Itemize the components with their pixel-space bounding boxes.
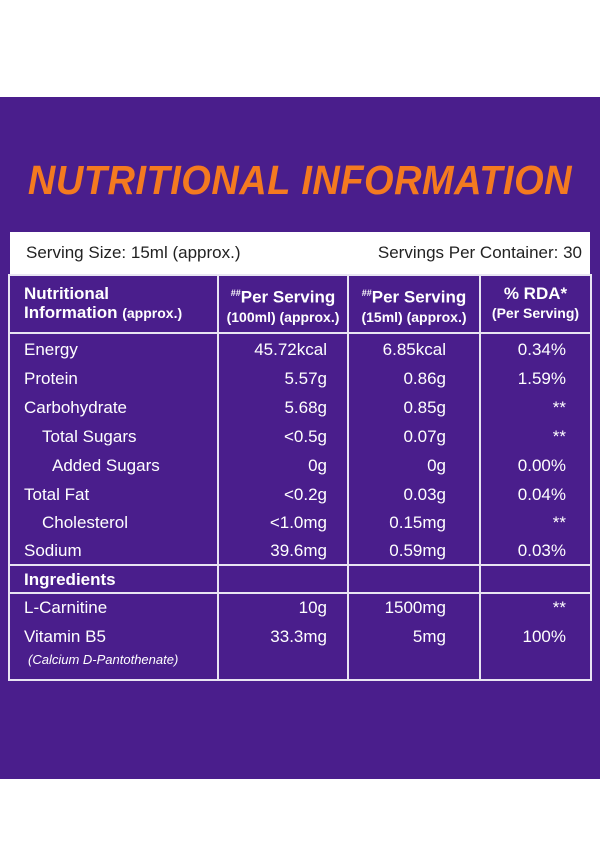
ingredient-rda: ** (552, 598, 566, 617)
header-nutritional-information: Nutritional Information (approx.) (24, 284, 182, 323)
row-rda: 0.04% (517, 485, 566, 504)
row-rda: ** (552, 398, 566, 417)
row-per100: 5.68g (284, 398, 327, 417)
row-rda: 0.00% (517, 456, 566, 475)
header-text: Per Serving (240, 287, 336, 307)
header-line: Nutritional (24, 284, 109, 303)
ingredient-note: (Calcium D-Pantothenate) (28, 652, 179, 667)
row-per15: 0.07g (403, 427, 446, 446)
header-small: (approx.) (122, 305, 183, 321)
row-per100: 0g (308, 456, 327, 475)
row-per100: 39.6mg (270, 541, 327, 560)
ingredient-rda: 100% (522, 627, 566, 646)
header-line: ##Per Serving (349, 284, 479, 307)
servings-per-container: Servings Per Container: 30 (377, 243, 582, 262)
row-rda: ** (552, 513, 566, 532)
row-per100: <1.0mg (269, 513, 327, 532)
row-per100: <0.2g (283, 485, 327, 504)
row-name: Added Sugars (52, 456, 160, 475)
serving-bar: Serving Size: 15ml (approx.) Servings Pe… (10, 232, 590, 274)
header-small: (Per Serving) (491, 305, 580, 321)
ingredient-name: L-Carnitine (24, 598, 108, 617)
row-name: Cholesterol (42, 513, 128, 532)
row-divider (10, 592, 590, 594)
header-line: (100ml) (approx.) (219, 307, 347, 327)
row-name: Sodium (24, 541, 82, 560)
serving-size: Serving Size: 15ml (approx.) (26, 243, 241, 262)
label-panel (0, 97, 600, 779)
row-divider (10, 564, 590, 566)
row-per15: 0.03g (403, 485, 446, 504)
ingredient-per100: 33.3mg (270, 627, 327, 646)
header-sup: ## (361, 288, 372, 298)
ingredient-per15: 5mg (412, 627, 446, 646)
header-per-15ml: ##Per Serving (15ml) (approx.) (349, 284, 479, 327)
ingredients-heading: Ingredients (24, 570, 116, 589)
row-per15: 0.85g (403, 398, 446, 417)
row-name: Carbohydrate (24, 398, 128, 417)
row-name: Total Fat (24, 485, 90, 504)
nutrition-table: Nutritional Information (approx.) ##Per … (8, 274, 592, 681)
row-name: Protein (24, 369, 78, 388)
page-title: NUTRITIONAL INFORMATION (27, 158, 573, 204)
header-text: Per Serving (371, 287, 467, 307)
header-text: Information (24, 303, 118, 322)
column-divider (217, 276, 219, 679)
header-per-100ml: ##Per Serving (100ml) (approx.) (219, 284, 347, 327)
row-per100: <0.5g (283, 427, 327, 446)
header-line: % RDA* (503, 284, 568, 303)
row-per15: 0.86g (403, 369, 446, 388)
ingredient-per15: 1500mg (384, 598, 446, 617)
header-line: (Per Serving) (481, 303, 590, 323)
header-small: (15ml) (approx.) (361, 308, 467, 325)
row-per15: 0g (427, 456, 446, 475)
ingredient-name: Vitamin B5 (24, 627, 106, 646)
row-name: Total Sugars (42, 427, 137, 446)
ingredient-per100: 10g (298, 598, 327, 617)
row-per100: 5.57g (284, 369, 327, 388)
header-sup: ## (230, 288, 241, 298)
header-line: (15ml) (approx.) (349, 307, 479, 327)
header-rda: % RDA* (Per Serving) (481, 284, 590, 323)
row-per15: 6.85kcal (382, 340, 446, 359)
header-small: (100ml) (approx.) (226, 308, 340, 325)
header-line: Information (approx.) (24, 303, 182, 323)
row-divider (10, 332, 590, 334)
row-rda: ** (552, 427, 566, 446)
column-divider (347, 276, 349, 679)
row-name: Energy (24, 340, 78, 359)
column-divider (479, 276, 481, 679)
row-rda: 1.59% (517, 369, 566, 388)
row-per15: 0.15mg (389, 513, 446, 532)
row-rda: 0.03% (517, 541, 566, 560)
row-per100: 45.72kcal (254, 340, 327, 359)
header-line: ##Per Serving (219, 284, 347, 307)
row-rda: 0.34% (517, 340, 566, 359)
row-per15: 0.59mg (389, 541, 446, 560)
